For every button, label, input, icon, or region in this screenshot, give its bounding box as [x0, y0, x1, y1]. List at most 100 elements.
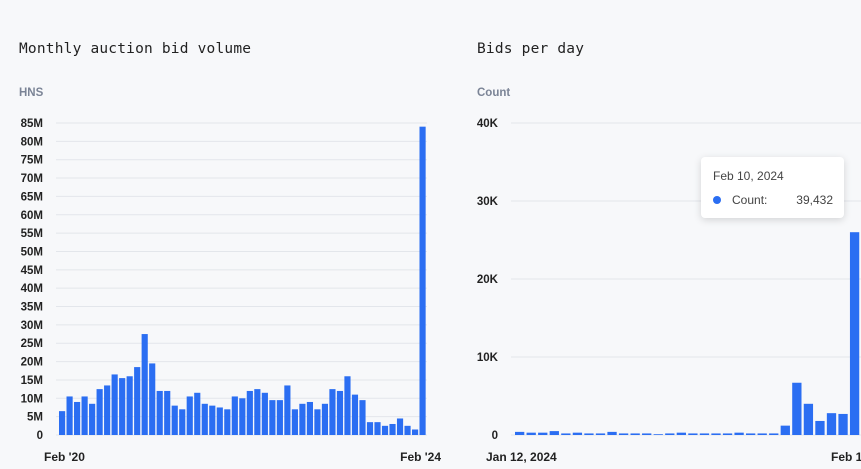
y-tick-label: 65M — [21, 191, 43, 203]
bar[interactable] — [711, 433, 721, 435]
bar[interactable] — [676, 432, 686, 435]
bar[interactable] — [284, 385, 291, 435]
y-tick-label: 20K — [477, 274, 499, 286]
bar[interactable] — [276, 400, 283, 435]
chart-title: Monthly auction bid volume — [19, 41, 252, 57]
bar[interactable] — [826, 413, 837, 435]
y-tick-label: 30K — [477, 196, 499, 208]
bar[interactable] — [126, 376, 133, 435]
y-axis-unit: HNS — [19, 87, 44, 99]
bar[interactable] — [261, 392, 268, 435]
y-axis-unit: Count — [477, 87, 511, 99]
bar[interactable] — [209, 405, 216, 435]
y-tick-label: 75M — [21, 155, 43, 167]
bar[interactable] — [111, 374, 118, 435]
bar[interactable] — [306, 401, 313, 435]
bar[interactable] — [584, 433, 594, 435]
x-tick-label: Feb '24 — [400, 450, 441, 464]
y-tick-label: 0 — [37, 430, 43, 442]
bar[interactable] — [134, 367, 141, 435]
y-tick-label: 40M — [21, 283, 43, 295]
bar[interactable] — [254, 389, 261, 435]
bar[interactable] — [404, 425, 411, 435]
bar[interactable] — [688, 433, 698, 435]
y-tick-label: 50M — [21, 246, 43, 258]
bar[interactable] — [618, 433, 629, 435]
bar[interactable] — [171, 405, 178, 435]
bar[interactable] — [269, 400, 276, 435]
bar[interactable] — [746, 433, 756, 435]
bar[interactable] — [595, 433, 606, 435]
x-tick-label: Feb 1 — [831, 450, 861, 464]
bar[interactable] — [299, 403, 306, 435]
bar[interactable] — [66, 396, 73, 435]
bar[interactable] — [722, 433, 733, 435]
bar[interactable] — [59, 411, 66, 435]
bar[interactable] — [526, 432, 536, 435]
bar[interactable] — [336, 390, 344, 435]
bar[interactable] — [291, 409, 298, 435]
bar[interactable] — [838, 413, 848, 435]
bar[interactable] — [164, 390, 171, 435]
bar[interactable] — [549, 431, 559, 435]
bar[interactable] — [186, 396, 193, 435]
bar[interactable] — [419, 126, 426, 435]
y-tick-label: 85M — [21, 118, 43, 130]
bar[interactable] — [769, 433, 779, 435]
bar[interactable] — [201, 403, 208, 435]
monthly-bid-volume-chart[interactable]: 0 5M 10M 15M 20M 25M 30M 35M 40M 45M 50M 55M 60M 65M 7… — [0, 0, 450, 469]
bar[interactable] — [351, 394, 359, 435]
bar[interactable] — [329, 389, 336, 435]
bar[interactable] — [803, 403, 814, 435]
bar[interactable] — [74, 401, 81, 435]
bar[interactable] — [216, 407, 223, 435]
bar[interactable] — [757, 433, 767, 435]
bar[interactable] — [359, 400, 366, 435]
bar[interactable] — [246, 390, 253, 435]
bar[interactable] — [366, 422, 374, 435]
bar[interactable] — [572, 432, 583, 435]
bar[interactable] — [699, 433, 710, 435]
tooltip-date: Feb 10, 2024 — [713, 169, 784, 183]
bar[interactable] — [561, 433, 571, 435]
bar[interactable] — [96, 389, 103, 435]
bar[interactable] — [374, 422, 381, 435]
bar[interactable] — [815, 420, 825, 435]
bar[interactable] — [538, 432, 548, 435]
bar[interactable] — [780, 425, 790, 435]
bar[interactable] — [607, 431, 617, 435]
bar[interactable] — [141, 334, 148, 435]
bar[interactable] — [194, 392, 201, 435]
bar[interactable] — [149, 363, 156, 435]
bar[interactable] — [89, 403, 96, 435]
bar[interactable] — [321, 403, 329, 435]
bar[interactable] — [734, 432, 744, 435]
bar[interactable] — [119, 378, 126, 435]
bar[interactable] — [344, 376, 351, 435]
bar[interactable] — [381, 425, 389, 435]
x-tick-label: Jan 12, 2024 — [486, 450, 557, 464]
bar[interactable] — [389, 423, 396, 435]
bar[interactable] — [411, 429, 419, 435]
y-tick-label: 55M — [21, 228, 43, 240]
bar[interactable] — [515, 431, 525, 435]
bar[interactable] — [156, 390, 163, 435]
chart-title: Bids per day — [477, 41, 585, 57]
bar[interactable] — [630, 433, 640, 435]
bar[interactable] — [239, 398, 246, 435]
bar[interactable] — [653, 434, 663, 435]
bar[interactable] — [665, 433, 675, 435]
y-tick-label: 70M — [21, 173, 43, 185]
bar[interactable] — [396, 418, 404, 435]
bar[interactable] — [642, 433, 652, 435]
y-tick-label: 5M — [27, 412, 43, 424]
bar[interactable] — [231, 396, 238, 435]
bar[interactable] — [179, 409, 186, 435]
bar[interactable] — [849, 232, 860, 435]
bar[interactable] — [224, 409, 231, 435]
bar[interactable] — [81, 396, 88, 435]
bar[interactable] — [792, 382, 802, 435]
bar[interactable] — [104, 385, 111, 435]
bar[interactable] — [314, 409, 321, 435]
